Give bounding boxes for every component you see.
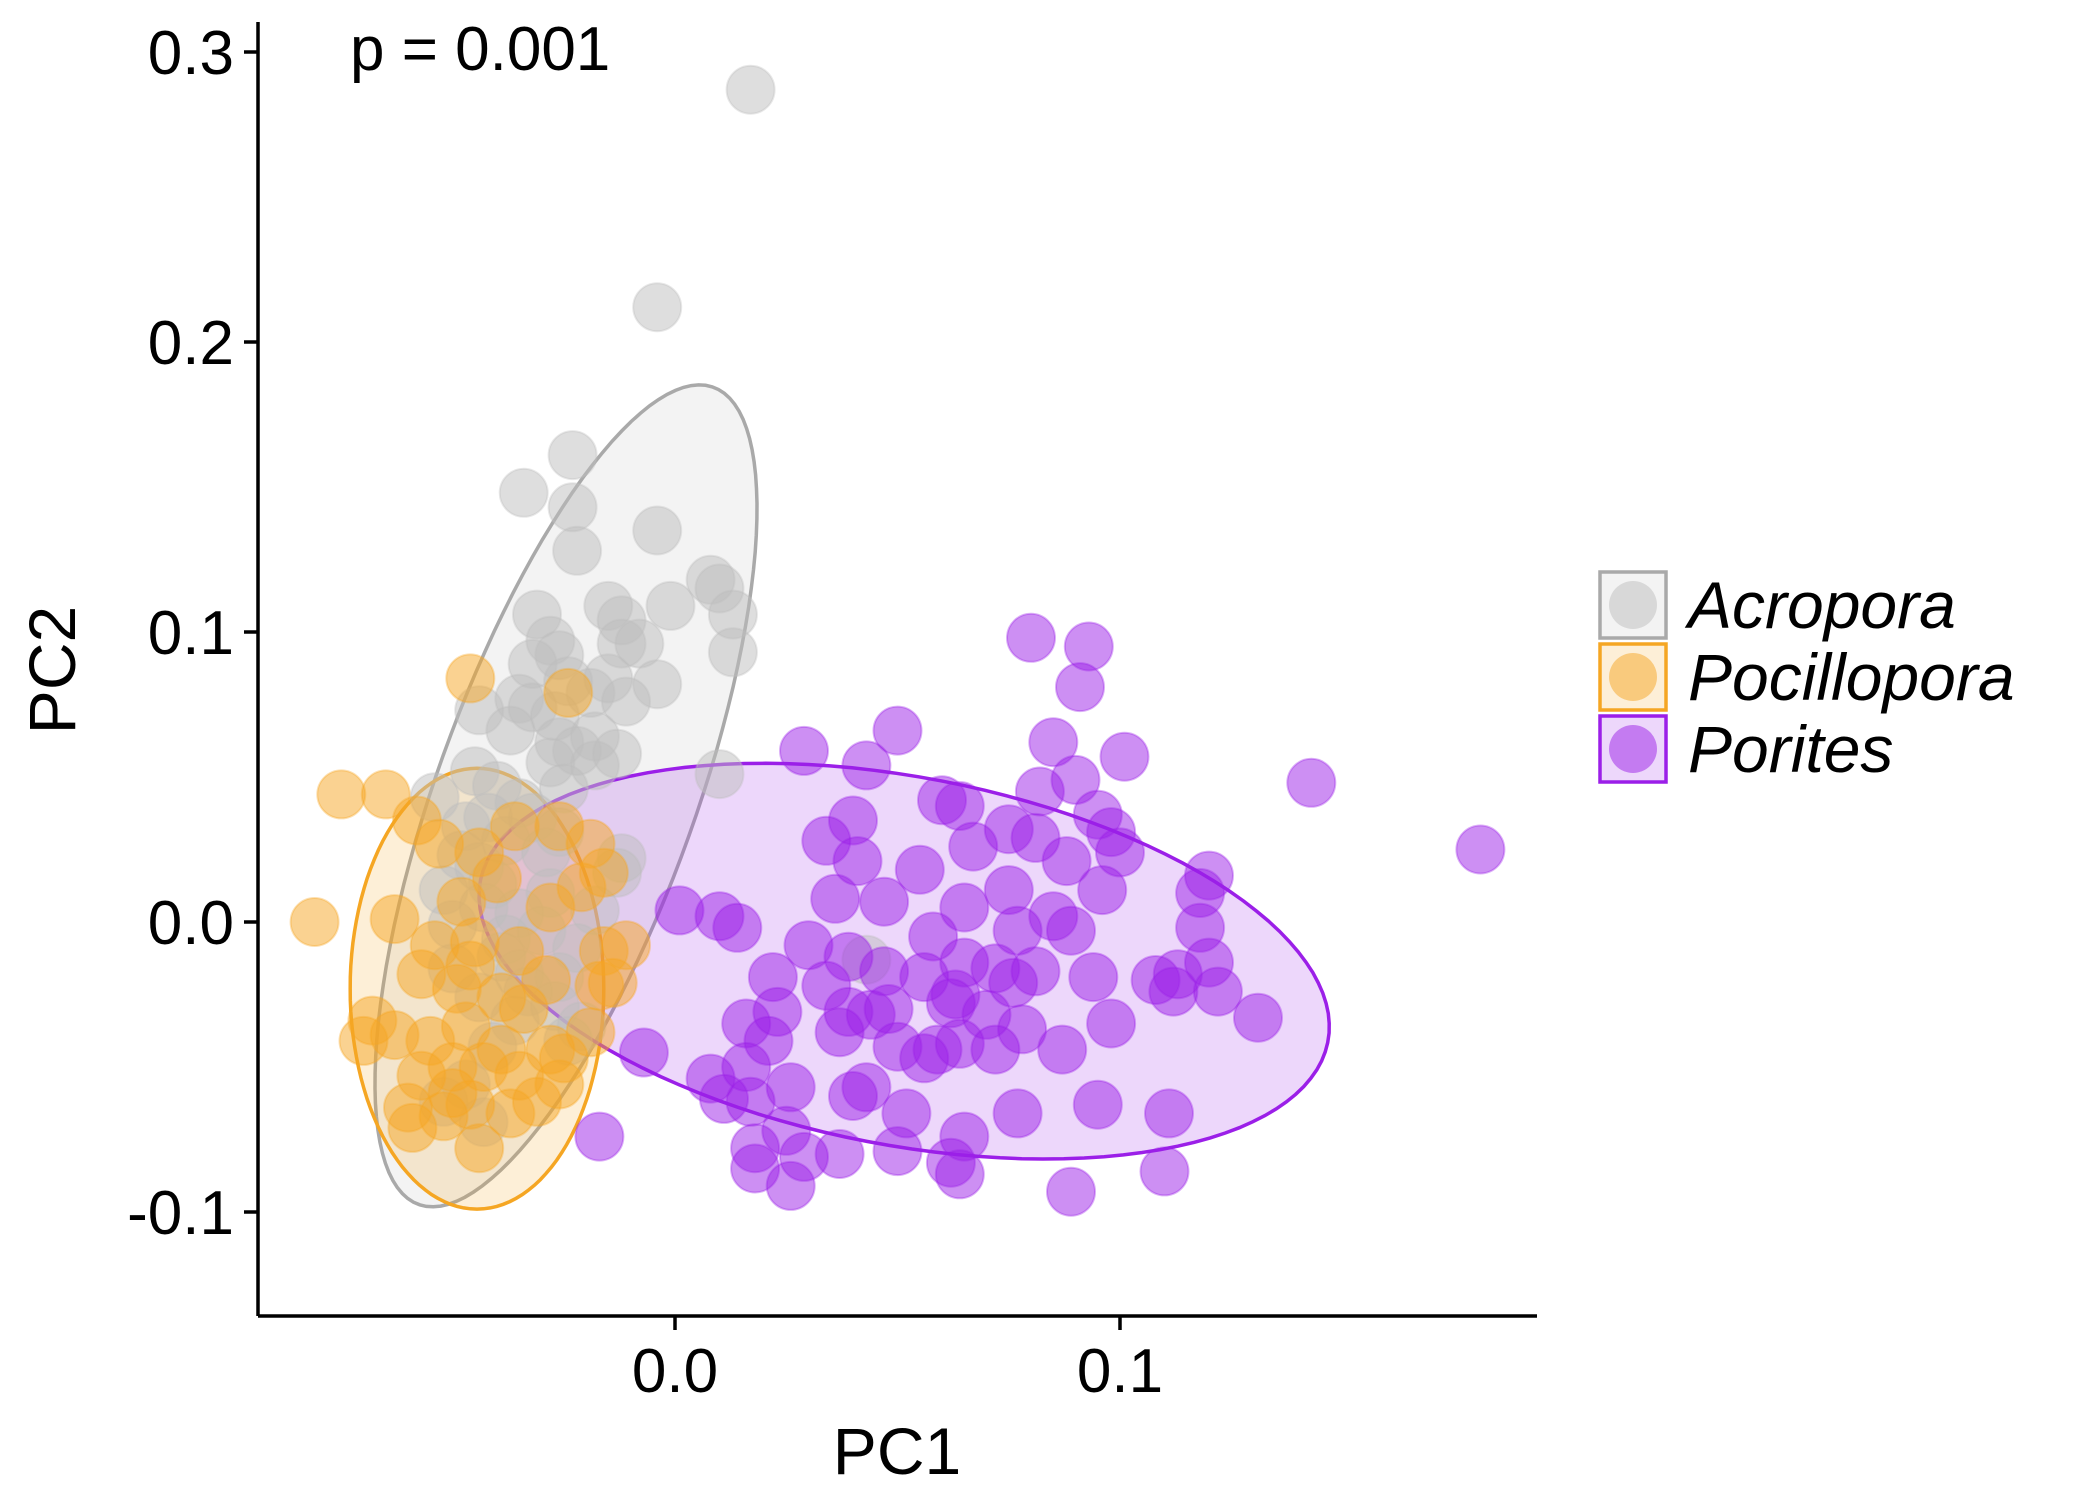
porites-point	[894, 844, 945, 895]
porites-point	[983, 865, 1034, 916]
pocillopora-point	[445, 940, 496, 991]
y-tick-label: 0.2	[148, 309, 234, 378]
porites-point	[1455, 824, 1506, 875]
pocillopora-point	[427, 1068, 478, 1119]
porites-point	[814, 1007, 865, 1058]
porites-point	[1286, 757, 1337, 808]
porites-point	[1010, 946, 1061, 997]
porites-point	[1006, 612, 1056, 663]
porites-point	[712, 902, 763, 953]
x-tick-label: 0.0	[632, 1337, 718, 1406]
porites-point	[1099, 731, 1150, 782]
p-value-annotation: p = 0.001	[350, 15, 610, 84]
acropora-point	[547, 430, 598, 481]
pocillopora-point	[445, 653, 496, 704]
porites-point	[828, 1071, 878, 1121]
pocillopora-point	[587, 957, 638, 1008]
pocillopora-legend-marker	[1609, 653, 1657, 701]
porites-point	[872, 705, 923, 756]
acropora-point	[547, 482, 598, 533]
porites-point	[1041, 836, 1092, 887]
pocillopora-point	[525, 882, 576, 933]
axes	[256, 22, 1537, 1318]
pocillopora-legend-label: Pocillopora	[1688, 640, 2015, 714]
acropora-point	[725, 64, 776, 115]
porites-point	[1072, 1079, 1123, 1130]
y-tick-label: -0.1	[127, 1179, 234, 1248]
acropora-point	[694, 749, 745, 800]
porites-point	[1233, 992, 1283, 1043]
pocillopora-point	[369, 894, 420, 945]
pocillopora-point	[512, 1076, 562, 1127]
y-tick-label: 0.0	[148, 889, 234, 958]
acropora-point	[485, 705, 536, 756]
pocillopora-point	[454, 1123, 505, 1174]
porites-legend-marker	[1609, 725, 1657, 773]
porites-point	[872, 1126, 923, 1177]
acropora-point	[707, 627, 758, 678]
axis-ticks: 0.0 0.1 -0.1 0.0 0.1 0.2 0.3	[127, 19, 1163, 1406]
y-tick-label: 0.1	[148, 599, 234, 668]
porites-point	[1028, 717, 1079, 768]
porites-point	[574, 1111, 625, 1162]
acropora-point	[552, 525, 603, 576]
porites-point	[899, 1033, 950, 1084]
porites-legend-label: Porites	[1688, 712, 1893, 786]
porites-point	[930, 969, 981, 1020]
pocillopora-point	[543, 667, 594, 718]
acropora-point	[632, 282, 683, 333]
porites-point	[810, 873, 861, 924]
porites-point	[1144, 1088, 1194, 1139]
pocillopora-point	[316, 769, 367, 820]
pocillopora-point	[498, 984, 549, 1034]
acropora-point	[498, 467, 549, 518]
porites-point	[859, 876, 910, 927]
porites-point	[1055, 662, 1105, 713]
y-tick-label: 0.3	[148, 19, 234, 88]
pocillopora-point	[538, 1033, 589, 1084]
porites-point	[779, 725, 829, 776]
porites-point	[970, 1024, 1021, 1075]
porites-point	[1086, 998, 1137, 1049]
porites-point	[1063, 621, 1114, 672]
porites-point	[934, 1149, 985, 1200]
porites-point	[779, 1131, 829, 1182]
porites-point	[1152, 949, 1203, 1000]
porites-point	[1068, 952, 1119, 1003]
porites-point	[1046, 1166, 1096, 1217]
pocillopora-point	[472, 853, 522, 904]
acropora-legend-marker	[1609, 581, 1657, 629]
porites-point	[1037, 1024, 1088, 1075]
x-axis-title: PC1	[833, 1414, 961, 1488]
pocillopora-point	[387, 1102, 438, 1153]
porites-point	[939, 882, 990, 933]
pocillopora-point	[489, 801, 540, 852]
acropora-point	[614, 618, 665, 669]
porites-point	[1139, 1146, 1190, 1197]
acropora-point	[632, 505, 683, 556]
acropora-point	[645, 580, 696, 631]
porites-point	[1077, 865, 1128, 916]
porites-point	[1046, 905, 1096, 956]
acropora-legend-label: Acropora	[1684, 568, 1956, 642]
pocillopora-point	[289, 897, 340, 947]
porites-point	[1050, 754, 1101, 805]
porites-point	[618, 1027, 669, 1078]
acropora-point	[592, 728, 643, 779]
porites-point	[832, 836, 883, 887]
porites-point	[841, 740, 892, 791]
porites-point	[863, 984, 914, 1034]
acropora-point	[601, 676, 651, 727]
y-axis-title: PC2	[15, 606, 89, 734]
porites-point	[992, 905, 1043, 956]
x-tick-label: 0.1	[1077, 1337, 1163, 1406]
porites-point	[992, 1088, 1043, 1139]
data-points	[289, 64, 1506, 1217]
